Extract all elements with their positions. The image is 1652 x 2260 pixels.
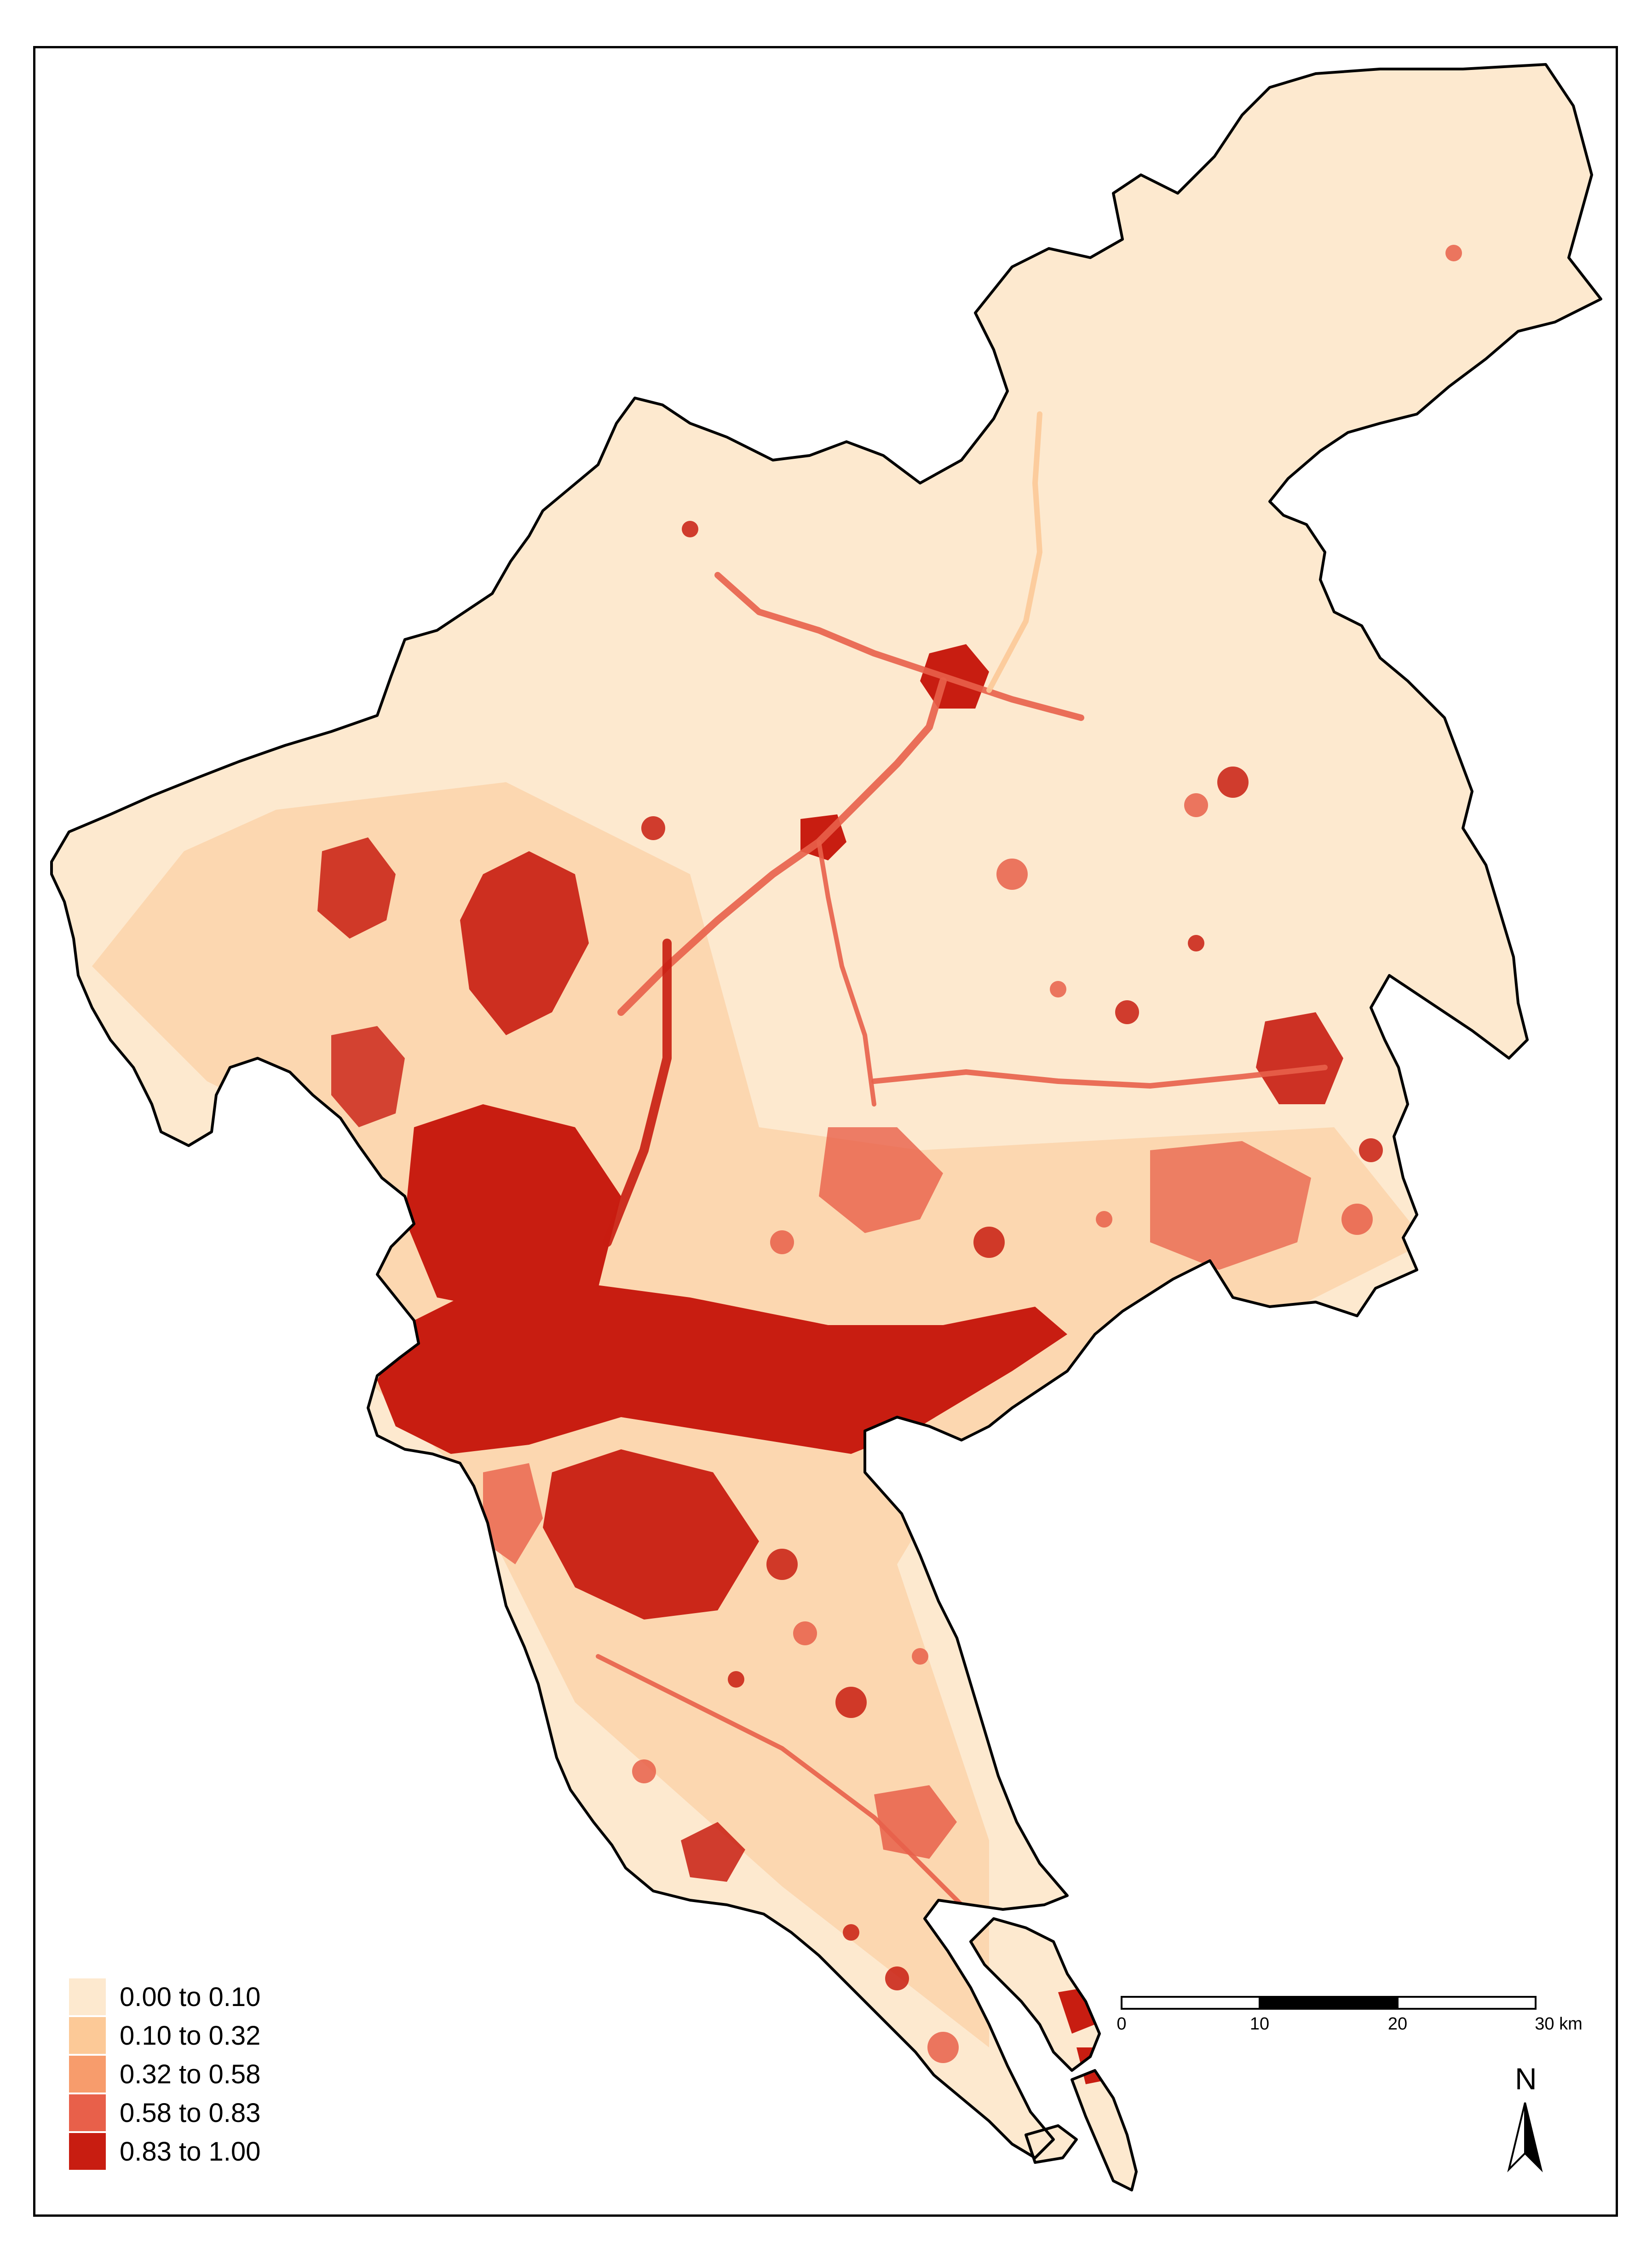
density-patch (996, 859, 1028, 890)
north-arrow-left-half (1507, 2102, 1526, 2173)
density-patch (1096, 1211, 1112, 1228)
density-patch (1359, 1138, 1383, 1162)
legend-item: 0.10 to 0.32 (69, 2017, 260, 2054)
legend-item: 0.83 to 1.00 (69, 2133, 260, 2170)
density-patch (927, 2032, 959, 2063)
legend-label: 0.00 to 0.10 (120, 1982, 261, 2012)
legend-item: 0.00 to 0.10 (69, 1978, 260, 2015)
region-boundary (50, 63, 1602, 2191)
density-patch (766, 1549, 798, 1580)
island-boundary (1025, 2124, 1078, 2164)
legend-swatch (69, 2056, 106, 2093)
density-patch (770, 1230, 794, 1254)
density-patch (1188, 935, 1204, 951)
legend-label: 0.32 to 0.58 (120, 2059, 261, 2089)
island-boundary (969, 1917, 1101, 2072)
legend-swatch (69, 2017, 106, 2054)
density-patch (483, 1463, 543, 1564)
north-label: N (1515, 2062, 1537, 2096)
scale-tick-label: 20 (1387, 2014, 1408, 2034)
scale-tick-label: 30 km (1535, 2014, 1583, 2034)
density-patch (331, 1026, 405, 1127)
legend-label: 0.10 to 0.32 (120, 2020, 261, 2051)
density-patch (681, 1822, 745, 1882)
density-patch (819, 1127, 943, 1233)
density-patch (1115, 1000, 1139, 1024)
density-patch (885, 1966, 909, 1990)
legend-swatch (69, 1978, 106, 2015)
density-patch (377, 1279, 1067, 1454)
north-arrow-right-half (1524, 2102, 1543, 2173)
island-fill (1072, 2070, 1136, 2190)
legend-label: 0.83 to 1.00 (120, 2136, 261, 2167)
north-arrow-icon (1507, 2102, 1543, 2173)
main-region-fill (52, 64, 1601, 2158)
island-fill (971, 1919, 1099, 2070)
legend-label: 0.58 to 0.83 (120, 2098, 261, 2128)
scale-bar-segment (1397, 1996, 1537, 2010)
main-region-boundary (50, 63, 1602, 2159)
density-patch (1341, 1204, 1373, 1235)
legend-item: 0.58 to 0.83 (69, 2094, 260, 2131)
density-patch (793, 1621, 817, 1645)
scale-bar (1121, 1996, 1537, 2010)
scale-bar-segment (1259, 1996, 1399, 2010)
density-patch (835, 1687, 867, 1718)
density-corridor (871, 1065, 1328, 1089)
density-patch (1445, 245, 1462, 261)
density-corridor (714, 572, 1084, 721)
density-corridor (986, 411, 1042, 693)
density-corridor (603, 939, 672, 1247)
scale-bar-segment (1121, 1996, 1261, 2010)
density-patch (1050, 981, 1066, 997)
density-patch (1217, 767, 1249, 798)
density-patch (543, 1449, 759, 1620)
density-patch (843, 1924, 859, 1941)
density-patch (317, 837, 396, 939)
island-boundary (1071, 2069, 1138, 2191)
density-patch (632, 1759, 656, 1783)
legend-swatch (69, 2094, 106, 2131)
density-patch (1150, 1141, 1311, 1270)
density-corridor (817, 840, 876, 1107)
density-patch (728, 1671, 744, 1688)
density-patch (682, 521, 698, 537)
legend-item: 0.32 to 0.58 (69, 2056, 260, 2093)
density-patch (641, 816, 665, 840)
scale-tick-label: 10 (1249, 2014, 1270, 2034)
scale-tick-label: 0 (1117, 2014, 1127, 2034)
legend-swatch (69, 2133, 106, 2170)
density-patch (405, 1104, 621, 1311)
density-patch (973, 1227, 1005, 1258)
density-patch (460, 851, 589, 1035)
density-patch (912, 1648, 928, 1665)
density-hotspots (92, 245, 1462, 2084)
density-patch (1256, 1012, 1343, 1104)
density-corridor (596, 1654, 968, 1912)
density-patch (1184, 793, 1208, 817)
region-fill (52, 64, 1601, 2190)
